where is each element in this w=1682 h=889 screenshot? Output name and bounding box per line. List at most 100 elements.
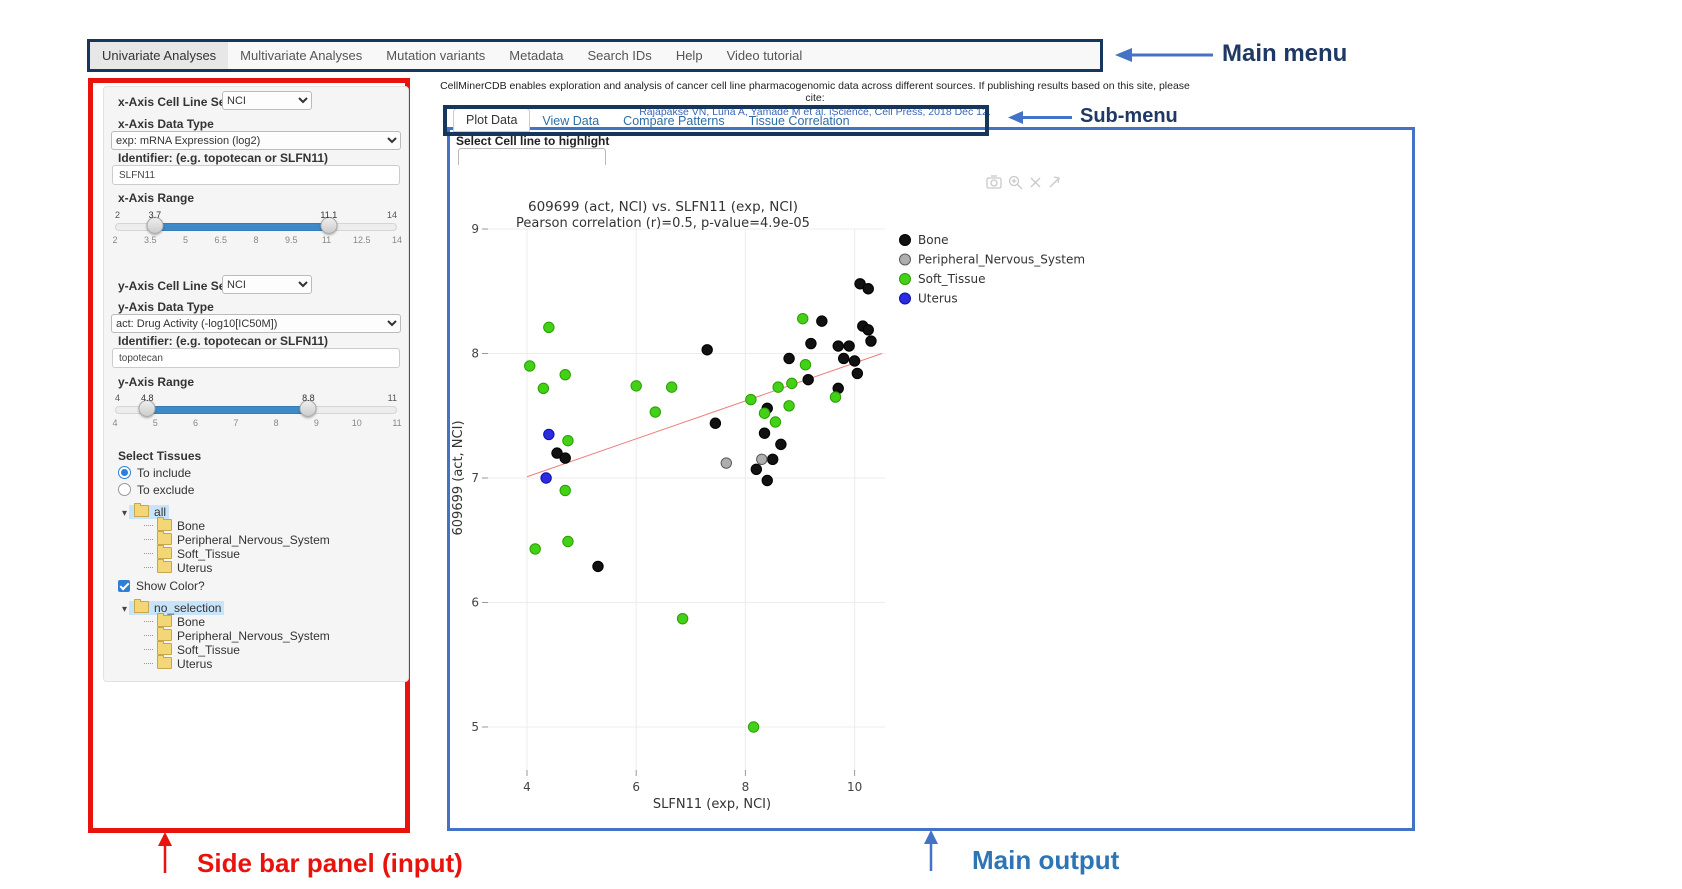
tree-node-uterus[interactable]: Uterus xyxy=(144,655,330,671)
up-arrow-icon xyxy=(924,830,938,871)
folder-icon xyxy=(157,531,172,545)
folder-icon xyxy=(134,503,150,517)
legend-item-peripheral_nervous_system[interactable]: Peripheral_Nervous_System xyxy=(899,253,1086,267)
scatter-plot: 5 6 7 8 9 4 6 8 10 609699 (act, NCI) vs. SLFN11 (… xyxy=(450,165,1410,820)
citation-block: CellMinerCDB enables exploration and ana… xyxy=(430,80,1200,118)
y-axis-range-slider[interactable]: 4 11 4.8 8.8 4 5 6 7 8 9 10 11 xyxy=(112,393,402,428)
zoom-in-icon[interactable] xyxy=(1008,175,1023,190)
tree-root-label: no_selection xyxy=(154,601,222,615)
y-axis-data-type-select[interactable]: act: Drug Activity (-log10[IC50M]) xyxy=(111,314,401,333)
folder-icon xyxy=(157,559,172,573)
show-color-checkbox-row[interactable]: Show Color? xyxy=(118,579,205,593)
tree-node-soft-tissue[interactable]: Soft_Tissue xyxy=(144,641,330,657)
tree-node-label: Bone xyxy=(177,519,206,533)
show-color-label: Show Color? xyxy=(136,579,205,593)
tree-node-label: Peripheral_Nervous_System xyxy=(177,533,330,547)
tree-connector xyxy=(144,635,153,636)
svg-text:8: 8 xyxy=(742,780,750,794)
svg-text:6: 6 xyxy=(632,780,640,794)
x-axis-data-type-label: x-Axis Data Type xyxy=(118,117,214,131)
citation-link[interactable]: Rajapakse VN, Luna A, Yamade M et al. iS… xyxy=(639,106,991,118)
main-menu-highlight-box xyxy=(87,39,1103,72)
y-axis-cell-line-set-select[interactable]: NCI xyxy=(222,275,312,294)
tree-node-bone[interactable]: Bone xyxy=(144,517,330,533)
arrow-icon[interactable] xyxy=(1049,176,1060,188)
tree-node-bone[interactable]: Bone xyxy=(144,613,330,629)
y-axis-identifier-label: Identifier: (e.g. topotecan or SLFN11) xyxy=(118,334,329,348)
folder-icon xyxy=(157,613,172,627)
main-menu-annotation: Main menu xyxy=(1222,40,1348,67)
folder-icon xyxy=(157,627,172,641)
submenu-highlight-box xyxy=(443,105,989,136)
x-axis-range-label: x-Axis Range xyxy=(118,191,195,205)
radio-to-include-label: To include xyxy=(137,466,192,480)
menu-item-search-ids[interactable]: Search IDs xyxy=(587,48,652,63)
svg-text:8: 8 xyxy=(471,347,479,361)
tree-node-peripheral-nervous-system[interactable]: Peripheral_Nervous_System xyxy=(144,627,330,643)
radio-to-include[interactable]: To include xyxy=(118,466,191,480)
tree-connector xyxy=(144,621,153,622)
slider-handle-high[interactable] xyxy=(320,217,338,234)
x-axis-cell-line-set-select[interactable]: NCI xyxy=(222,91,312,110)
tree-node-label: Soft_Tissue xyxy=(177,547,240,561)
sub-menu-annotation: Sub-menu xyxy=(1080,105,1178,127)
folder-icon xyxy=(157,545,172,559)
menu-item-help[interactable]: Help xyxy=(675,48,703,63)
tree-connector xyxy=(144,663,153,664)
tab-view-data[interactable]: View Data xyxy=(542,114,600,128)
menu-item-video-tutorial[interactable]: Video tutorial xyxy=(726,48,803,63)
chart-title: 609699 (act, NCI) vs. SLFN11 (exp, NCI) xyxy=(528,199,798,215)
cell-line-highlight-input[interactable] xyxy=(458,148,606,168)
tree-connector xyxy=(144,649,153,650)
menu-item-univariate-analyses[interactable]: Univariate Analyses xyxy=(90,42,229,69)
menu-item-metadata[interactable]: Metadata xyxy=(509,48,564,63)
x-axis-data-type-select[interactable]: exp: mRNA Expression (log2) xyxy=(111,131,401,150)
left-arrow-icon xyxy=(1008,111,1072,124)
tree-connector xyxy=(144,539,153,540)
slider-handle-low[interactable] xyxy=(138,400,156,417)
slider-handle-low[interactable] xyxy=(146,217,164,234)
x-axis-cell-line-set-label: x-Axis Cell Line Set xyxy=(118,95,230,109)
menu-item-mutation-variants[interactable]: Mutation variants xyxy=(386,48,486,63)
svg-text:Peripheral_Nervous_System: Peripheral_Nervous_System xyxy=(918,253,1085,267)
svg-text:Bone: Bone xyxy=(918,233,949,247)
svg-text:Soft_Tissue: Soft_Tissue xyxy=(918,272,985,286)
caret-down-icon: ▾ xyxy=(122,508,128,519)
tree-node-no-selection[interactable]: ▾ no_selection xyxy=(122,599,330,615)
tree-connector xyxy=(144,525,153,526)
y-axis-range-label: y-Axis Range xyxy=(118,375,195,389)
tree-node-label: Bone xyxy=(177,615,206,629)
tree-node-label: Uterus xyxy=(177,657,213,671)
menu-item-multivariate-analyses[interactable]: Multivariate Analyses xyxy=(240,48,363,63)
chart-subtitle: Pearson correlation (r)=0.5, p-value=4.9… xyxy=(516,216,810,231)
close-icon[interactable] xyxy=(1030,177,1041,188)
camera-icon[interactable] xyxy=(986,175,1002,189)
include-tree: ▾ all Bone Peripheral_Nervous_System Soft… xyxy=(122,503,330,575)
svg-text:7: 7 xyxy=(471,471,479,485)
slider-handle-high[interactable] xyxy=(299,400,317,417)
checkbox-checked-icon xyxy=(118,580,130,592)
legend-item-uterus[interactable]: Uterus xyxy=(899,292,958,306)
sidebar-annotation: Side bar panel (input) xyxy=(197,848,463,878)
x-axis-identifier-input[interactable] xyxy=(112,165,400,185)
sidebar-panel: x-Axis Cell Line Set NCI x-Axis Data Typ… xyxy=(103,86,409,682)
tree-node-soft-tissue[interactable]: Soft_Tissue xyxy=(144,545,330,561)
legend-item-bone[interactable]: Bone xyxy=(899,233,949,247)
tree-node-all[interactable]: ▾ all xyxy=(122,503,330,519)
tree-node-label: Uterus xyxy=(177,561,213,575)
folder-icon xyxy=(157,655,172,669)
folder-icon xyxy=(157,641,172,655)
tab-compare-patterns[interactable]: Compare Patterns xyxy=(623,114,725,128)
legend-item-soft_tissue[interactable]: Soft_Tissue xyxy=(899,272,986,286)
citation-text: CellMinerCDB enables exploration and ana… xyxy=(440,80,1190,104)
main-menu-bar: Univariate Analyses Multivariate Analyse… xyxy=(90,42,1100,70)
x-axis-title: SLFN11 (exp, NCI) xyxy=(653,797,771,812)
tree-node-uterus[interactable]: Uterus xyxy=(144,559,330,575)
tree-node-peripheral-nervous-system[interactable]: Peripheral_Nervous_System xyxy=(144,531,330,547)
main-output-highlight-box xyxy=(447,127,1415,831)
y-axis-identifier-input[interactable] xyxy=(112,348,400,368)
tab-tissue-correlation[interactable]: Tissue Correlation xyxy=(748,114,850,128)
color-tree: ▾ no_selection Bone Peripheral_Nervous_Sy… xyxy=(122,599,330,671)
x-axis-range-slider[interactable]: 2 14 3.7 11.1 2 3.5 5 6.5 8 9.5 11 12.5 14 xyxy=(112,210,403,245)
radio-to-exclude[interactable]: To exclude xyxy=(118,483,194,497)
